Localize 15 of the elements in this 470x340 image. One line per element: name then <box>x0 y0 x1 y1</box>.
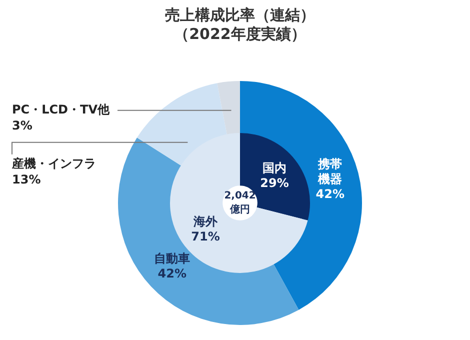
slice-label: 産機・インフラ <box>11 156 96 170</box>
data-label: 29% <box>260 176 289 190</box>
text: 2,042 億円 <box>224 190 256 216</box>
data-label: 3% <box>12 118 32 132</box>
slice-label: 海外 <box>192 214 218 228</box>
data-label: 42% <box>158 266 187 280</box>
slice-label: 自動車 <box>154 251 190 266</box>
data-label: 42% <box>316 186 344 201</box>
slice-label: 携帯機器 <box>317 156 342 186</box>
data-label: 71% <box>191 229 220 244</box>
data-label: 13% <box>12 172 41 186</box>
chart-title: 売上構成比率（連結） <box>164 6 316 25</box>
slice-label: PC・LCD・TV他 <box>12 102 110 116</box>
chart-subtitle: （2022年度実績） <box>173 25 307 44</box>
slice-label: 国内 <box>262 160 287 175</box>
